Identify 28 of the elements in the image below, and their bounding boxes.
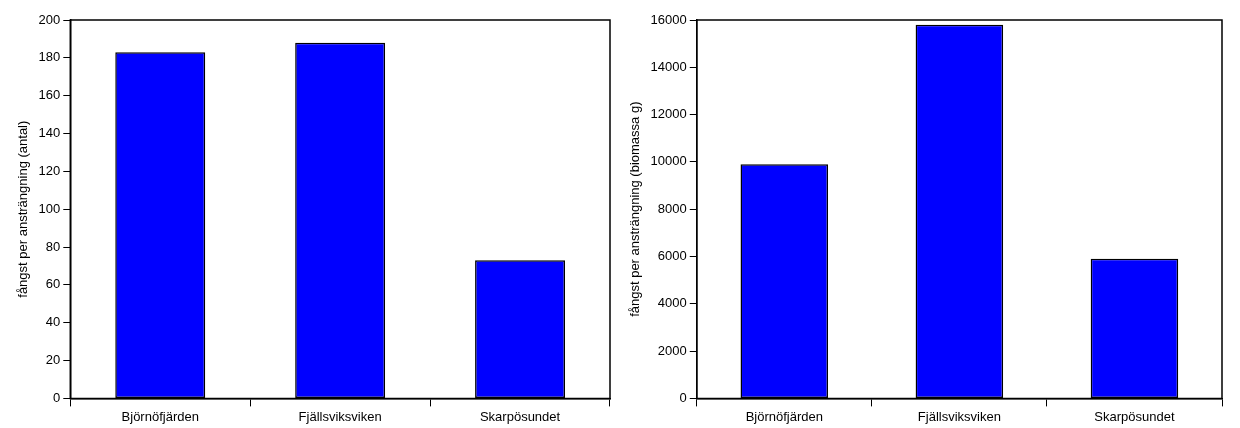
x-tick-label: Fjällsviksviken — [917, 408, 1001, 424]
y-tick-label: 16000 — [650, 11, 687, 27]
y-tick-label: 100 — [38, 200, 61, 216]
y-tick-label: 140 — [38, 125, 61, 141]
x-tick-label: Skarpösundet — [479, 408, 561, 424]
x-tick-label: Fjällsviksviken — [298, 408, 382, 424]
y-tick-label: 60 — [45, 276, 61, 292]
y-tick-label: 160 — [38, 87, 61, 103]
y-tick-label: 20 — [45, 352, 61, 368]
y-tick-label: 12000 — [650, 106, 687, 122]
y-axis-title: fångst per ansträngning (antal) — [15, 120, 31, 298]
y-tick-label: 14000 — [650, 58, 687, 74]
y-tick-label: 2000 — [657, 342, 687, 358]
y-tick-label: 10000 — [650, 153, 687, 169]
y-tick-label: 0 — [53, 389, 61, 405]
y-tick-label: 80 — [45, 238, 61, 254]
x-tick-label: Björnöfjärden — [745, 408, 823, 424]
y-tick-label: 0 — [679, 389, 687, 405]
y-tick-label: 40 — [45, 314, 61, 330]
y-axis-title: fångst per ansträngning (biomassa g) — [627, 101, 643, 317]
y-tick-label: 4000 — [657, 295, 687, 311]
x-tick-label: Skarpösundet — [1094, 408, 1175, 424]
y-tick-label: 180 — [38, 49, 61, 65]
y-tick-label: 8000 — [657, 200, 687, 216]
y-tick-label: 200 — [38, 11, 61, 27]
x-tick-label: Björnöfjärden — [121, 408, 199, 424]
y-tick-label: 6000 — [657, 248, 687, 264]
y-tick-label: 120 — [38, 162, 61, 178]
